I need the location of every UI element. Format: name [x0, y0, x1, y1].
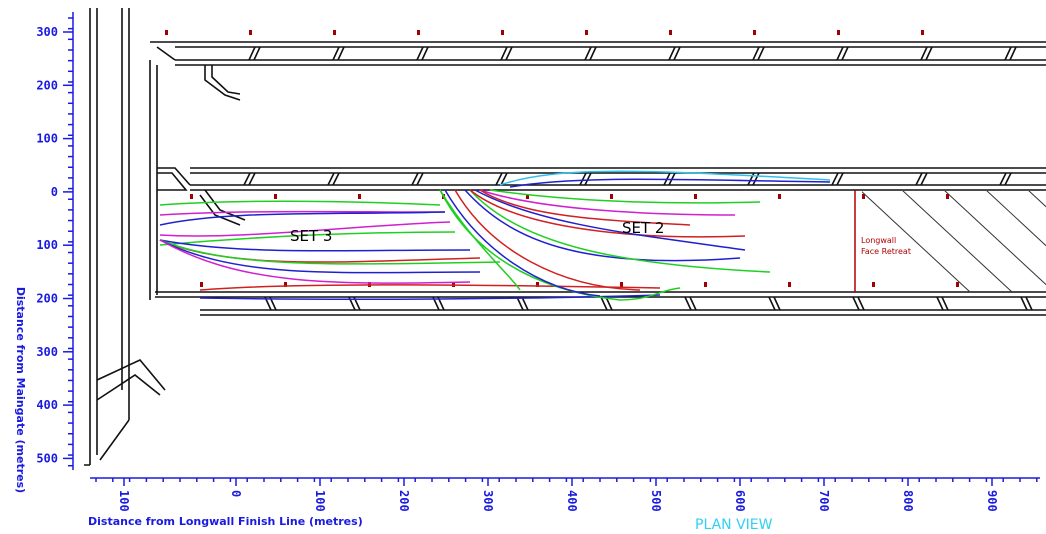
survey-peg: [165, 30, 168, 35]
face-label: Face Retreat: [861, 247, 911, 256]
survey-peg: [704, 282, 707, 287]
y-tick-label: 200: [36, 78, 58, 92]
survey-peg: [753, 30, 756, 35]
y-tick-label: 300: [36, 25, 58, 39]
face-label: Longwall: [861, 236, 896, 245]
y-tick-label: 200: [36, 292, 58, 306]
cut-through: [1021, 297, 1032, 310]
y-tick-label: 0: [51, 185, 58, 199]
survey-peg: [872, 282, 875, 287]
caption: PLAN VIEW: [695, 517, 773, 533]
survey-peg: [956, 282, 959, 287]
survey-peg: [417, 30, 420, 35]
cut-through: [244, 173, 255, 185]
x-tick-label: 700: [817, 490, 831, 512]
cut-through: [580, 173, 591, 185]
cut-through: [501, 47, 512, 60]
survey-peg: [788, 282, 791, 287]
survey-peg: [249, 30, 252, 35]
set3-label: SET 3: [290, 227, 332, 245]
survey-peg: [620, 282, 623, 287]
survey-peg: [358, 194, 361, 199]
survey-peg: [778, 194, 781, 199]
y-tick-label: 300: [36, 345, 58, 359]
cut-through: [753, 47, 764, 60]
survey-peg: [837, 30, 840, 35]
cut-through: [921, 47, 932, 60]
cut-through: [937, 297, 948, 310]
cut-through: [748, 173, 759, 185]
survey-peg: [694, 194, 697, 199]
cut-through: [916, 173, 927, 185]
survey-peg: [585, 30, 588, 35]
survey-peg: [669, 30, 672, 35]
y-tick-label: 500: [36, 451, 58, 465]
x-tick-label: 500: [649, 490, 663, 512]
x-tick-label: 600: [733, 490, 747, 512]
survey-peg: [200, 282, 203, 287]
survey-peg: [501, 30, 504, 35]
cut-through: [832, 173, 843, 185]
survey-peg: [610, 194, 613, 199]
hatch-line: [902, 190, 1012, 292]
cut-through: [585, 47, 596, 60]
survey-peg: [274, 194, 277, 199]
cut-through: [837, 47, 848, 60]
x-tick-label: 400: [565, 490, 579, 512]
cut-through: [769, 297, 780, 310]
y-axis-title: Distance from Maingate (metres): [14, 287, 27, 493]
cut-through: [249, 47, 260, 60]
cut-through: [1000, 173, 1011, 185]
y-tick-label: 100: [36, 238, 58, 252]
x-tick-label: 300: [481, 490, 495, 512]
set2-label: SET 2: [622, 219, 664, 237]
pillar-gaps: [165, 30, 1032, 310]
x-tick-label: 100: [117, 490, 131, 512]
cut-through: [685, 297, 696, 310]
plan-view-diagram: SET 3 SET 2 Longwall Face Retreat Distan…: [0, 0, 1046, 534]
survey-peg: [921, 30, 924, 35]
roadways: [84, 8, 1046, 465]
x-axis-title: Distance from Longwall Finish Line (metr…: [88, 515, 363, 528]
cut-through: [1005, 47, 1016, 60]
cut-through: [328, 173, 339, 185]
y-tick-label: 400: [36, 398, 58, 412]
x-tick-label: 900: [985, 490, 999, 512]
cut-through: [669, 47, 680, 60]
cut-through: [412, 173, 423, 185]
cut-through: [333, 47, 344, 60]
x-tick-label: 200: [397, 490, 411, 512]
x-tick-label: 800: [901, 490, 915, 512]
x-tick-label: 100: [313, 490, 327, 512]
cut-through: [417, 47, 428, 60]
y-tick-label: 100: [36, 132, 58, 146]
survey-peg: [190, 194, 193, 199]
survey-peg: [333, 30, 336, 35]
cut-through: [853, 297, 864, 310]
x-tick-label: 0: [229, 490, 243, 497]
